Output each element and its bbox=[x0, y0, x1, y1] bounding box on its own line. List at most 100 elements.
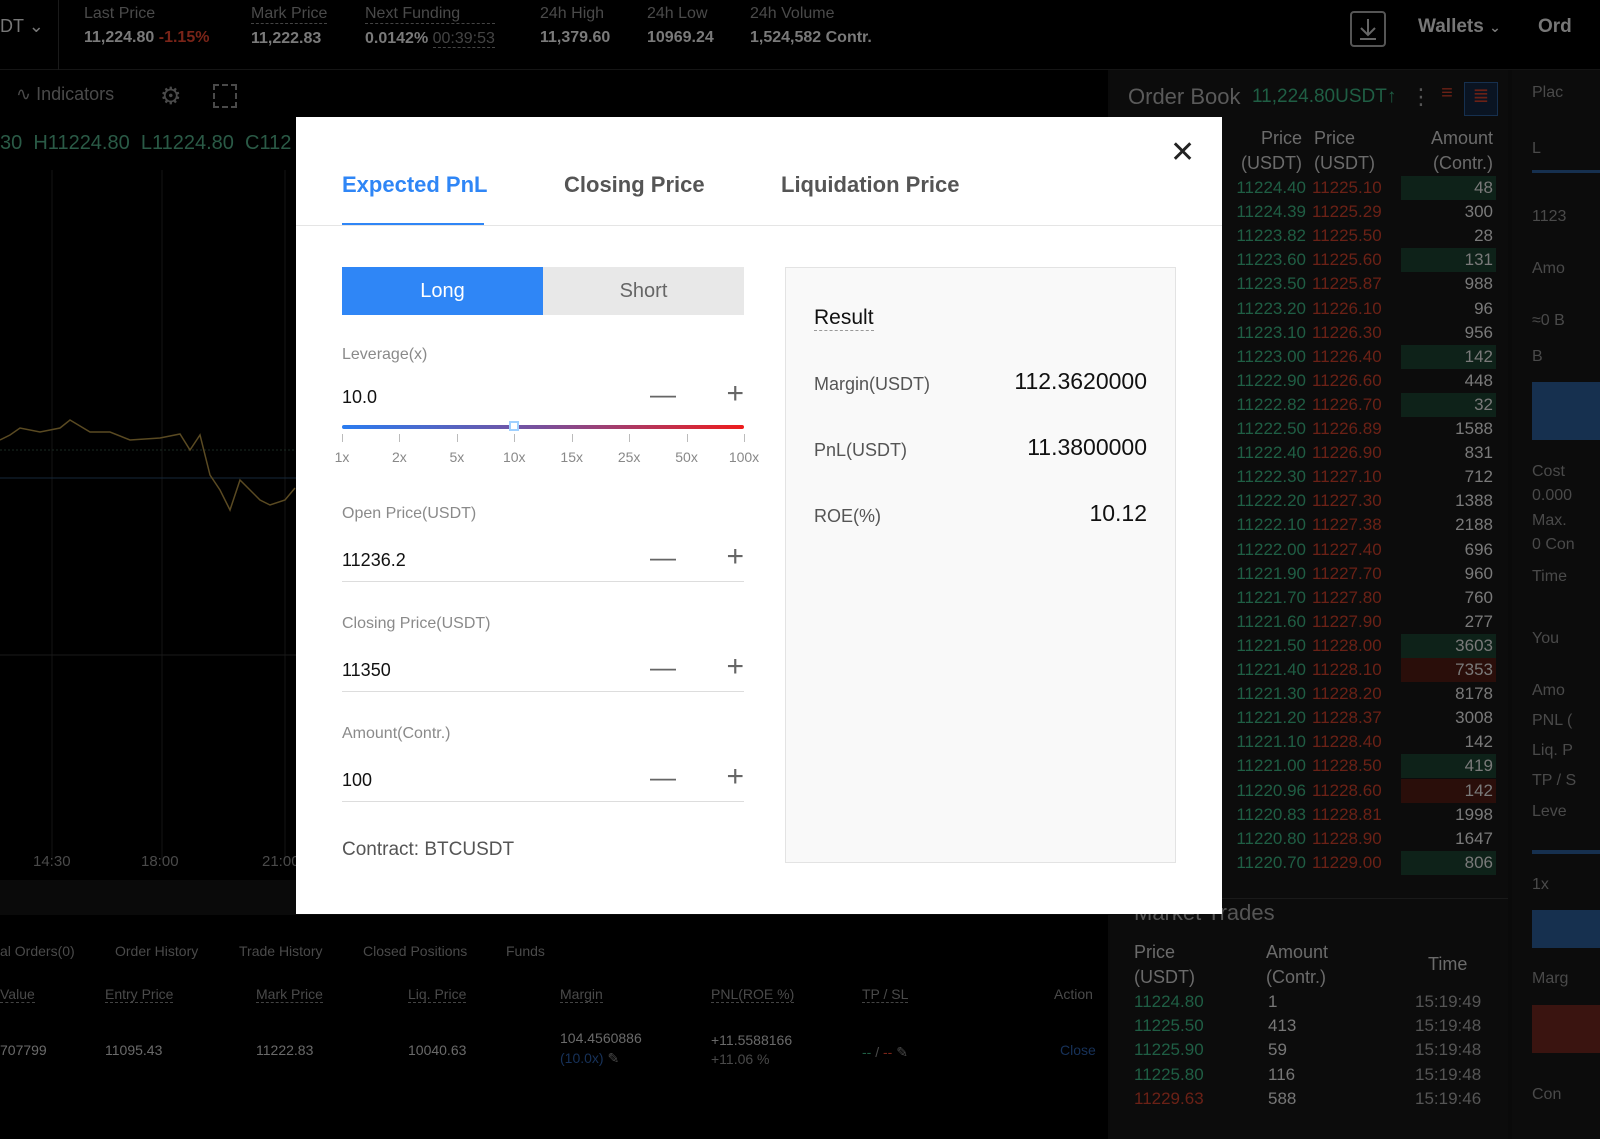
order-book-row[interactable]: 11221.00 11228.50 419 bbox=[1110, 754, 1508, 779]
decrement-button[interactable]: — bbox=[650, 542, 676, 572]
amount: 142 bbox=[1464, 732, 1493, 752]
ticker-next-funding[interactable]: Next Funding 0.0142% 00:39:53 bbox=[365, 5, 495, 48]
order-book-row[interactable]: 11220.83 11228.81 1998 bbox=[1110, 803, 1508, 827]
order-book-row[interactable]: 11222.20 11227.30 1388 bbox=[1110, 489, 1508, 513]
roe-result: 10.12 bbox=[1089, 500, 1147, 526]
tab-closing-price[interactable]: Closing Price bbox=[564, 172, 705, 197]
increment-button[interactable]: + bbox=[726, 540, 744, 573]
long-button[interactable]: Long bbox=[342, 267, 543, 315]
amount-input[interactable]: 100 — + bbox=[342, 760, 744, 802]
positions-tab[interactable]: Closed Positions bbox=[363, 943, 468, 959]
order-book-row[interactable]: 11220.96 11228.60 142 bbox=[1110, 778, 1508, 803]
order-book-row[interactable]: 11221.10 11228.40 142 bbox=[1110, 730, 1508, 754]
side-panel-label: Liq. P bbox=[1532, 742, 1573, 759]
bid-price: 11222.00 bbox=[1236, 539, 1306, 559]
order-book-row[interactable]: 11224.40 11225.10 48 bbox=[1110, 176, 1508, 200]
fullscreen-icon[interactable] bbox=[213, 84, 237, 108]
short-button[interactable]: Short bbox=[543, 267, 744, 315]
sell-button[interactable] bbox=[1532, 1005, 1600, 1053]
value: 11,222.83 bbox=[251, 30, 322, 47]
more-vertical-icon[interactable]: ⋮ bbox=[1410, 84, 1432, 109]
order-book-row[interactable]: 11222.10 11227.38 2188 bbox=[1110, 513, 1508, 537]
trade-price: 11225.80 bbox=[1134, 1064, 1204, 1084]
positions-tab[interactable]: al Orders(0) bbox=[0, 943, 75, 959]
order-book-row[interactable]: 11223.20 11226.10 96 bbox=[1110, 297, 1508, 321]
gear-icon[interactable]: ⚙ bbox=[160, 83, 182, 110]
bid-price: 11221.60 bbox=[1236, 611, 1306, 631]
order-book-row[interactable]: 11222.00 11227.40 696 bbox=[1110, 538, 1508, 562]
ticker-last-price: Last Price 11,224.80 -1.15% bbox=[84, 5, 209, 47]
open-price-input[interactable]: 11236.2 — + bbox=[342, 540, 744, 582]
positions-tab[interactable]: Funds bbox=[506, 943, 545, 959]
view-both-icon[interactable]: ≣ bbox=[1464, 82, 1498, 116]
amount: 300 bbox=[1464, 202, 1493, 222]
wallets-menu[interactable]: Wallets ⌄ bbox=[1418, 16, 1501, 38]
close-icon[interactable]: ✕ bbox=[1170, 136, 1196, 169]
roe-value: +11.06 % bbox=[711, 1051, 770, 1067]
ask-price: 11228.10 bbox=[1312, 660, 1382, 679]
positions-tab[interactable]: Order History bbox=[115, 943, 199, 959]
buy-button[interactable] bbox=[1532, 382, 1600, 440]
slider-tick-label: 25x bbox=[617, 449, 641, 465]
ask-price: 11225.50 bbox=[1312, 226, 1382, 246]
slider-tick bbox=[456, 434, 458, 442]
amount: 831 bbox=[1464, 443, 1493, 463]
ask-price: 11227.80 bbox=[1312, 587, 1382, 607]
leverage-slider[interactable] bbox=[342, 421, 744, 431]
edit-icon[interactable]: ✎ bbox=[607, 1050, 620, 1066]
tab-expected-pnl[interactable]: Expected PnL bbox=[342, 172, 488, 197]
increment-button[interactable]: + bbox=[726, 760, 744, 793]
order-book-row[interactable]: 11223.82 11225.50 28 bbox=[1110, 224, 1508, 248]
ticker-mark-price[interactable]: Mark Price 11,222.83 bbox=[251, 5, 328, 48]
order-book-row[interactable]: 11221.90 11227.70 960 bbox=[1110, 562, 1508, 586]
closing-price-label: Closing Price(USDT) bbox=[342, 615, 491, 632]
amount: 712 bbox=[1464, 467, 1493, 487]
order-book-row[interactable]: 11221.60 11227.90 277 bbox=[1110, 610, 1508, 634]
order-book-row[interactable]: 11222.90 11226.60 448 bbox=[1110, 369, 1508, 393]
label: Mark Price bbox=[251, 5, 328, 24]
order-book-row[interactable]: 11221.20 11228.37 3008 bbox=[1110, 706, 1508, 730]
order-book-row[interactable]: 11221.30 11228.20 8178 bbox=[1110, 682, 1508, 706]
indicators-button[interactable]: ∿ Indicators bbox=[16, 84, 114, 105]
slider-tick bbox=[342, 434, 343, 442]
order-book-row[interactable]: 11223.60 11225.60 131 bbox=[1110, 248, 1508, 273]
order-book-row[interactable]: 11222.50 11226.89 1588 bbox=[1110, 417, 1508, 441]
value: 11,224.80 bbox=[84, 29, 155, 46]
order-book-row[interactable]: 11222.82 11226.70 32 bbox=[1110, 392, 1508, 417]
decrement-button[interactable]: — bbox=[650, 762, 676, 792]
decrement-button[interactable]: — bbox=[650, 379, 676, 409]
positions-tab[interactable]: Trade History bbox=[239, 943, 323, 959]
leverage-input[interactable] bbox=[1532, 910, 1600, 948]
download-button[interactable] bbox=[1350, 11, 1386, 47]
order-book-row[interactable]: 11221.40 11228.10 7353 bbox=[1110, 658, 1508, 682]
order-book-row[interactable]: 11223.50 11225.87 988 bbox=[1110, 272, 1508, 296]
tab-liquidation-price[interactable]: Liquidation Price bbox=[781, 172, 960, 197]
slider-handle[interactable] bbox=[509, 421, 520, 431]
order-book-row[interactable]: 11222.40 11226.90 831 bbox=[1110, 441, 1508, 465]
order-book-row[interactable]: 11220.70 11229.00 806 bbox=[1110, 850, 1508, 875]
decrement-button[interactable]: — bbox=[650, 652, 676, 682]
order-book-row[interactable]: 11221.70 11227.80 760 bbox=[1110, 586, 1508, 610]
leverage-input[interactable]: 10.0 — + bbox=[342, 377, 744, 419]
increment-button[interactable]: + bbox=[726, 377, 744, 410]
order-book-row[interactable]: 11223.10 11226.30 956 bbox=[1110, 321, 1508, 345]
orders-menu[interactable]: Ord bbox=[1538, 16, 1572, 37]
order-book-row[interactable]: 11223.00 11226.40 142 bbox=[1110, 344, 1508, 369]
order-book-row[interactable]: 11224.39 11225.29 300 bbox=[1110, 200, 1508, 224]
order-book-row[interactable]: 11221.50 11228.00 3603 bbox=[1110, 633, 1508, 658]
symbol-selector[interactable]: DT ⌄ bbox=[0, 16, 44, 37]
view-asks-icon[interactable]: ≡ bbox=[1441, 82, 1453, 104]
order-book-row[interactable]: 11220.80 11228.90 1647 bbox=[1110, 827, 1508, 851]
amount: 3008 bbox=[1455, 708, 1493, 728]
ask-price-header: Price (USDT) bbox=[1314, 128, 1375, 173]
chevron-down-icon: ⌄ bbox=[1489, 19, 1501, 35]
ask-price: 11228.81 bbox=[1312, 804, 1382, 824]
leverage-slider[interactable] bbox=[1532, 850, 1600, 854]
closing-price-input[interactable]: 11350 — + bbox=[342, 650, 744, 692]
increment-button[interactable]: + bbox=[726, 650, 744, 683]
close-position-link[interactable]: Close bbox=[1060, 1042, 1096, 1058]
bid-price: 11224.40 bbox=[1236, 178, 1306, 197]
edit-icon[interactable]: ✎ bbox=[896, 1044, 908, 1060]
leverage-value: 10.0 bbox=[342, 387, 378, 407]
order-book-row[interactable]: 11222.30 11227.10 712 bbox=[1110, 465, 1508, 489]
